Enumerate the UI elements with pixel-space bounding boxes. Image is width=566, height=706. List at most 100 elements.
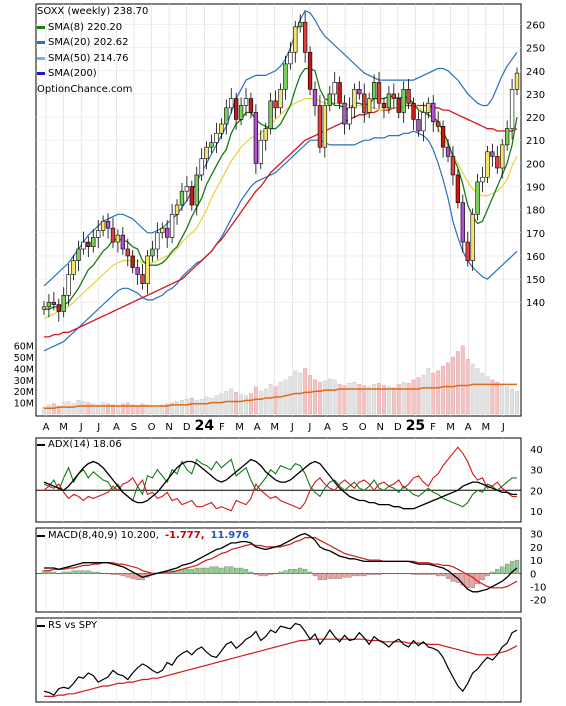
macd-histogram-bar — [509, 561, 515, 574]
rs-line — [43, 622, 518, 696]
x-tick-label: J — [290, 422, 294, 433]
volume-bar — [396, 384, 401, 415]
volume-bar — [253, 386, 258, 415]
legend-sma8: SMA(8) 220.20 — [37, 20, 148, 36]
macd-histogram-bar — [189, 569, 194, 574]
macd-histogram-bar — [135, 573, 140, 581]
volume-bar — [490, 379, 495, 415]
sma20-swatch — [37, 41, 45, 45]
panel-frames — [35, 3, 522, 703]
volume-bar — [219, 393, 224, 415]
macd-histogram-bar — [411, 573, 416, 575]
price-legend: SOXX (weekly) 238.70 SMA(8) 220.20 SMA(2… — [37, 4, 148, 97]
volume-bar — [56, 405, 61, 415]
panel-frame-macd — [35, 527, 522, 613]
volume-bar — [150, 406, 155, 415]
candle-body — [179, 190, 185, 206]
candle-body — [440, 126, 446, 148]
candle-body — [184, 186, 190, 192]
macd-histogram-bar — [347, 573, 352, 578]
candle-body — [56, 304, 61, 312]
volume-bar — [391, 387, 396, 415]
candle-body — [455, 174, 461, 204]
x-tick-label: S — [131, 422, 137, 433]
volume-bar — [401, 381, 406, 415]
adx-swatch — [37, 443, 45, 446]
legend-sma50: SMA(50) 214.76 — [37, 51, 148, 67]
macd-histogram-bar — [337, 573, 342, 579]
candle-body — [233, 98, 239, 120]
volume-bar — [160, 404, 165, 415]
sma20-line — [43, 97, 518, 319]
candle-body — [421, 112, 426, 132]
macd-histogram-bar — [391, 573, 396, 575]
macd-histogram-bar — [115, 573, 121, 575]
candle-body — [460, 202, 465, 243]
candle-body — [105, 220, 111, 229]
macd-signal-line — [44, 536, 518, 589]
volume-bar — [357, 384, 362, 415]
candle-body — [416, 119, 421, 132]
macd-histogram-bar — [465, 573, 470, 588]
candle-body — [229, 98, 234, 109]
volume-bar — [268, 384, 273, 415]
volume-bar — [263, 388, 268, 415]
macd-histogram-bar — [332, 573, 337, 579]
candle-body — [115, 234, 121, 243]
macd-histogram-bar — [357, 573, 362, 577]
panel-frame-rs — [35, 617, 522, 703]
volume-bar — [249, 393, 253, 415]
x-tick-label: M — [446, 422, 455, 433]
volume-bar — [224, 391, 229, 415]
legend-sma20: SMA(20) 202.62 — [37, 35, 148, 51]
macd-histogram-bar — [214, 566, 219, 574]
macd-histogram-bar — [61, 571, 66, 574]
x-tick-label: S — [342, 422, 348, 433]
macd-histogram-bar — [100, 573, 106, 575]
candle-body — [490, 151, 495, 157]
volume-bar — [189, 397, 194, 415]
macd-histogram-bar — [263, 573, 268, 577]
candle-body — [514, 72, 520, 90]
volume-bar — [184, 399, 189, 415]
candle-body — [445, 146, 451, 157]
volume-bar — [406, 383, 411, 415]
price-tick-label: 190 — [526, 183, 545, 194]
sma50-label: SMA(50) 214.76 — [48, 52, 129, 64]
candle-body — [100, 220, 106, 231]
candle-body — [224, 107, 229, 125]
macd-histogram-bar — [224, 566, 229, 574]
macd-histogram-bar — [253, 573, 258, 575]
sma8-swatch — [37, 25, 45, 29]
candle-body — [130, 255, 135, 268]
volume-tick-label: 40M — [14, 364, 34, 375]
macd-histogram-bar — [258, 573, 263, 577]
price-tick-label: 210 — [526, 136, 545, 147]
macd-histogram-bar — [480, 573, 485, 581]
volume-bar — [460, 345, 465, 415]
macd-histogram-bar — [431, 573, 436, 575]
macd-histogram-bar — [81, 570, 86, 574]
candle-body — [238, 105, 244, 120]
candle-body — [307, 51, 313, 90]
candle-body — [327, 93, 332, 106]
x-tick-label: F — [430, 422, 436, 433]
volume-bar — [431, 372, 436, 415]
x-tick-label: M — [235, 422, 244, 433]
adx-tick-label: 20 — [530, 486, 543, 497]
x-tick-label: M — [270, 422, 279, 433]
candle-body — [145, 255, 150, 285]
candle-body — [367, 98, 372, 113]
volume-tick-label: 20M — [14, 387, 34, 398]
volume-bar — [455, 351, 460, 415]
volume-bar — [480, 372, 485, 415]
candle-body — [391, 93, 396, 99]
candle-body — [426, 102, 431, 113]
volume-bar — [337, 384, 342, 415]
candle-body — [189, 186, 194, 206]
macd-histogram-bar — [440, 573, 446, 577]
x-tick-label: O — [359, 422, 367, 433]
volume-bar — [332, 379, 337, 415]
candle-body — [293, 26, 298, 53]
volume-bar — [273, 386, 278, 415]
